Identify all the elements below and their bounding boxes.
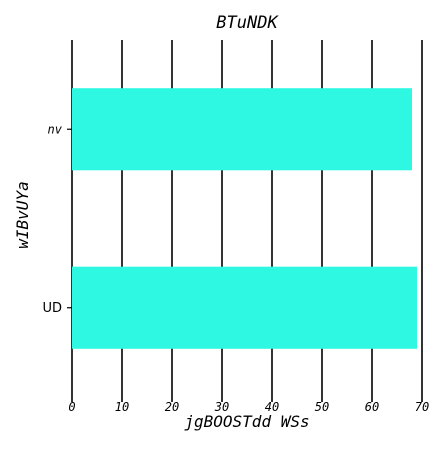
x-axis-label: jgBOOSTdd WSs bbox=[184, 412, 309, 431]
x-tick-label: 0 bbox=[68, 400, 75, 414]
x-tick-label: 20 bbox=[165, 400, 179, 414]
x-tick-label: 60 bbox=[365, 400, 379, 414]
y-category-labels: nv UD bbox=[42, 122, 72, 316]
x-tick-label: 30 bbox=[214, 400, 229, 414]
x-tick-label: 50 bbox=[315, 400, 329, 414]
chart-title: BTuNDK bbox=[216, 13, 279, 33]
x-tick-label: 10 bbox=[115, 400, 129, 414]
x-tick-labels: 0 10 20 30 40 50 60 70 bbox=[68, 400, 429, 414]
bars bbox=[72, 88, 417, 349]
bar-nv bbox=[72, 88, 412, 171]
bar-UD bbox=[72, 266, 417, 349]
y-axis-label: wIBvUYa bbox=[13, 181, 32, 248]
y-category-label: nv bbox=[48, 122, 63, 136]
y-category-label: UD bbox=[42, 301, 62, 316]
x-tick-label: 70 bbox=[415, 400, 429, 414]
x-tick-label: 40 bbox=[265, 400, 279, 414]
